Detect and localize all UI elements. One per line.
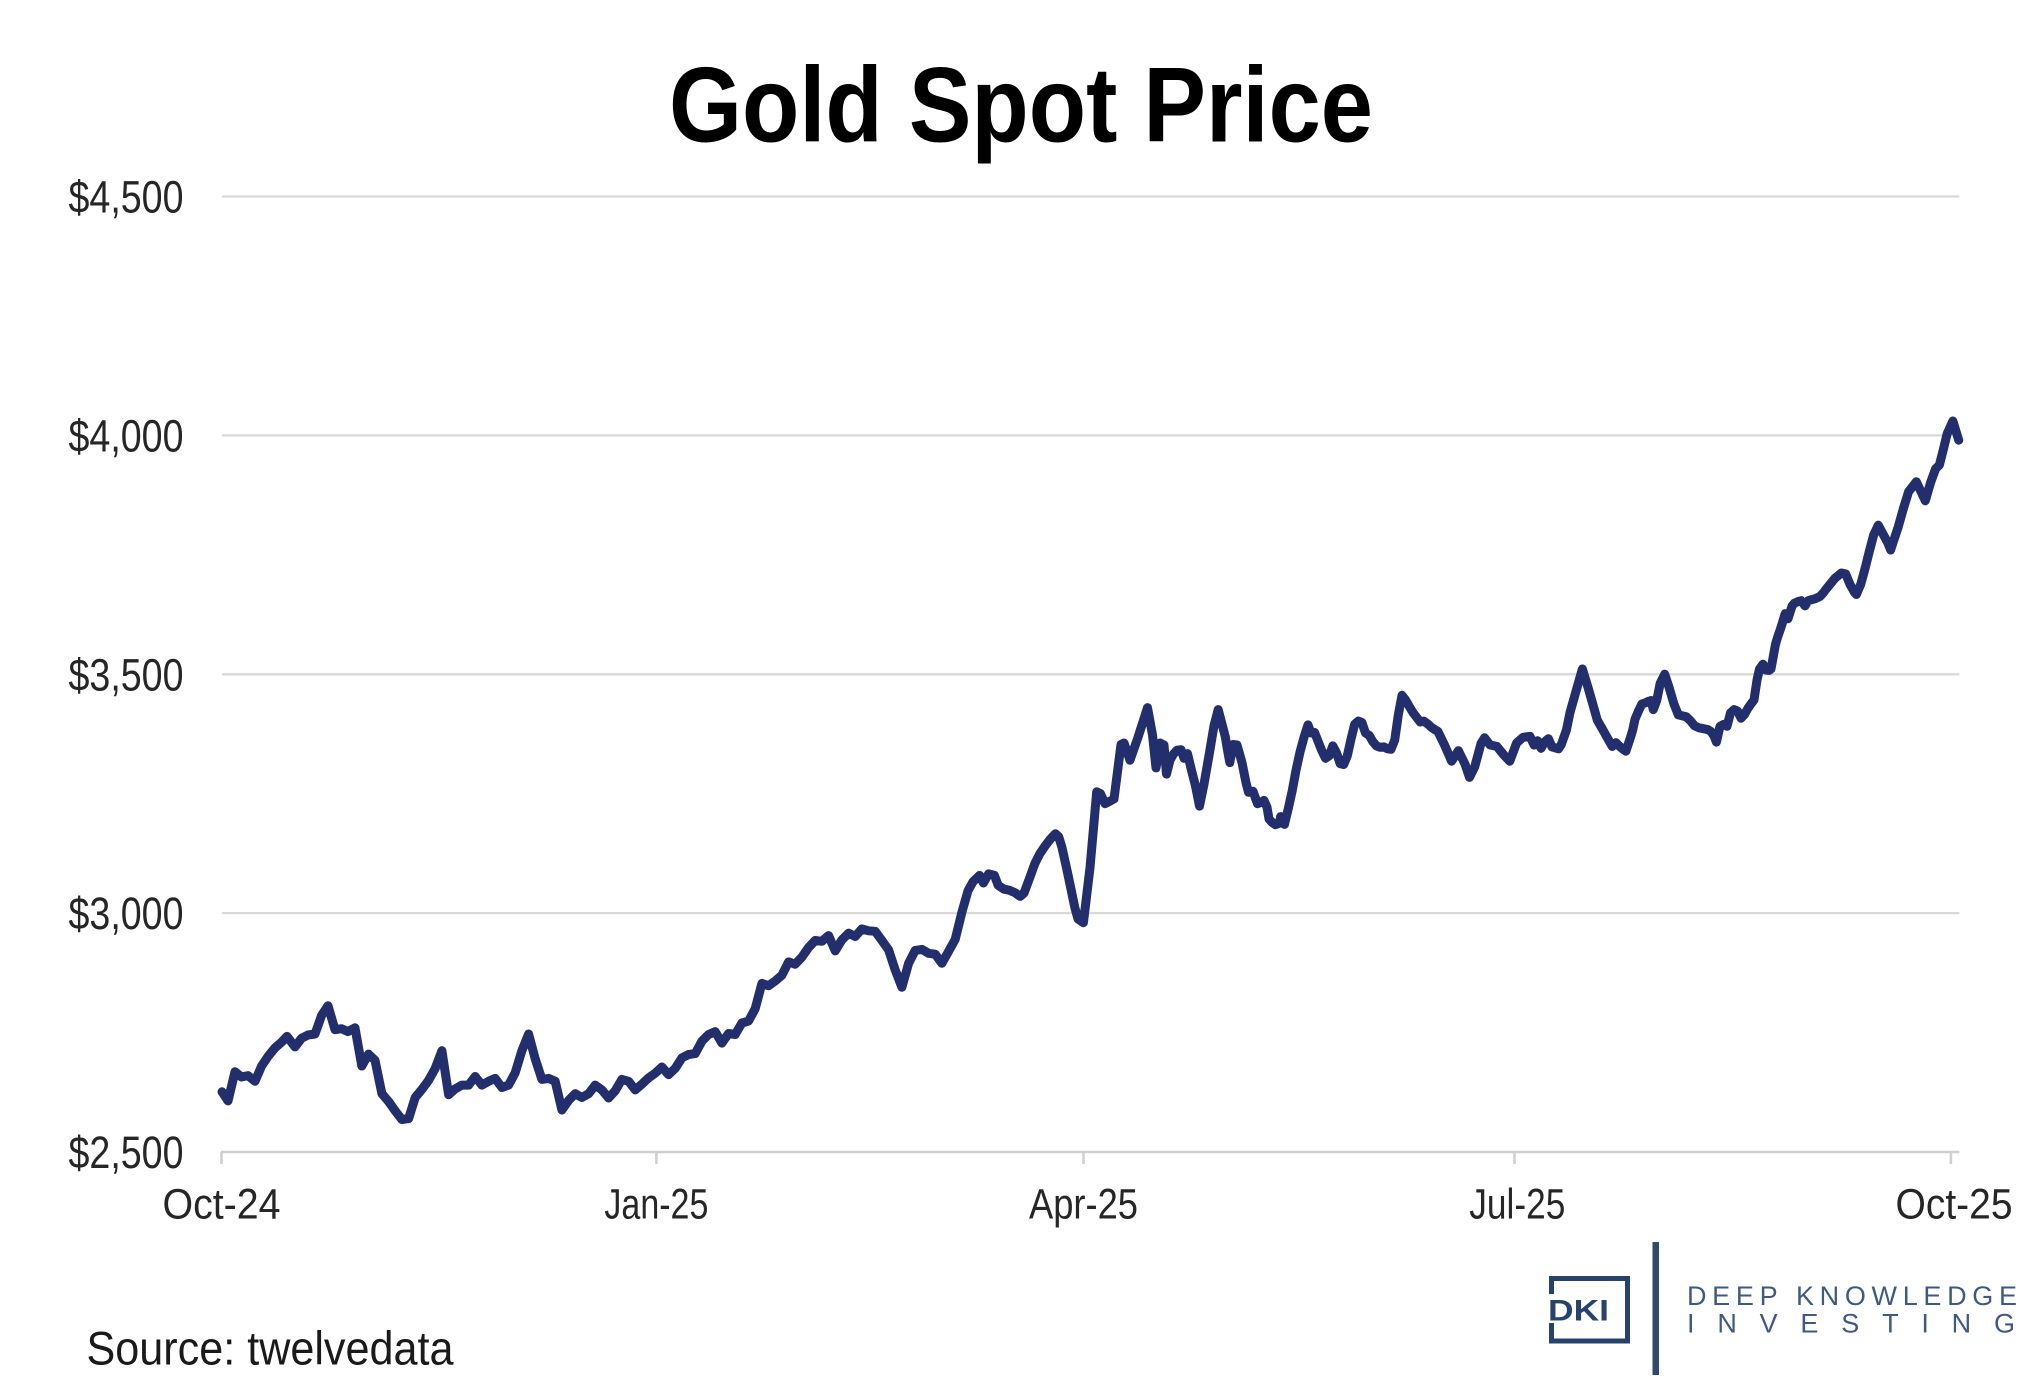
svg-text:Gold Spot Price: Gold Spot Price <box>669 45 1373 165</box>
svg-text:DKI: DKI <box>1548 1295 1609 1328</box>
svg-text:Oct-24: Oct-24 <box>163 1181 281 1229</box>
svg-text:Oct-25: Oct-25 <box>1896 1181 2013 1229</box>
svg-text:Apr-25: Apr-25 <box>1029 1181 1138 1229</box>
svg-text:INVESTING: INVESTING <box>1687 1309 2015 1339</box>
svg-text:$4,000: $4,000 <box>69 410 184 461</box>
svg-text:Jan-25: Jan-25 <box>604 1181 708 1229</box>
svg-text:$3,500: $3,500 <box>69 649 184 700</box>
svg-text:$2,500: $2,500 <box>69 1127 184 1178</box>
svg-text:Source: twelvedata: Source: twelvedata <box>87 1322 455 1375</box>
svg-text:Jul-25: Jul-25 <box>1469 1181 1565 1229</box>
svg-text:$4,500: $4,500 <box>69 172 184 223</box>
svg-text:DEEP KNOWLEDGE: DEEP KNOWLEDGE <box>1687 1281 2017 1311</box>
svg-text:$3,000: $3,000 <box>69 888 184 939</box>
